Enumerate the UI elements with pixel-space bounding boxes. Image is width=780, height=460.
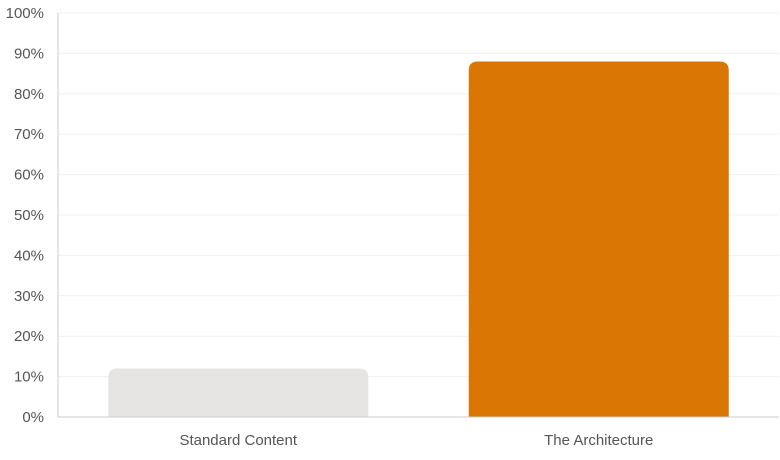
y-tick-label: 40%	[14, 247, 44, 264]
bar-the-architecture	[468, 61, 729, 417]
x-axis-ticks: Standard Content The Architecture	[179, 432, 653, 449]
y-tick-label: 60%	[14, 167, 44, 184]
gridlines	[58, 12, 779, 378]
axes	[57, 13, 779, 418]
bars	[108, 61, 729, 417]
y-tick-label: 50%	[14, 207, 44, 224]
y-tick-label: 70%	[14, 126, 44, 143]
y-tick-label: 90%	[14, 45, 44, 62]
x-tick-label: The Architecture	[544, 432, 653, 449]
y-tick-label: 80%	[14, 86, 44, 103]
y-tick-label: 20%	[14, 328, 44, 345]
y-axis-ticks: 0% 10% 20% 30% 40% 50% 60% 70% 80% 90% 100%	[6, 5, 44, 426]
bar-standard-content	[108, 368, 369, 417]
y-tick-label: 100%	[6, 5, 44, 22]
x-tick-label: Standard Content	[179, 432, 297, 449]
y-tick-label: 0%	[22, 409, 44, 426]
y-tick-label: 10%	[14, 369, 44, 386]
y-tick-label: 30%	[14, 288, 44, 305]
